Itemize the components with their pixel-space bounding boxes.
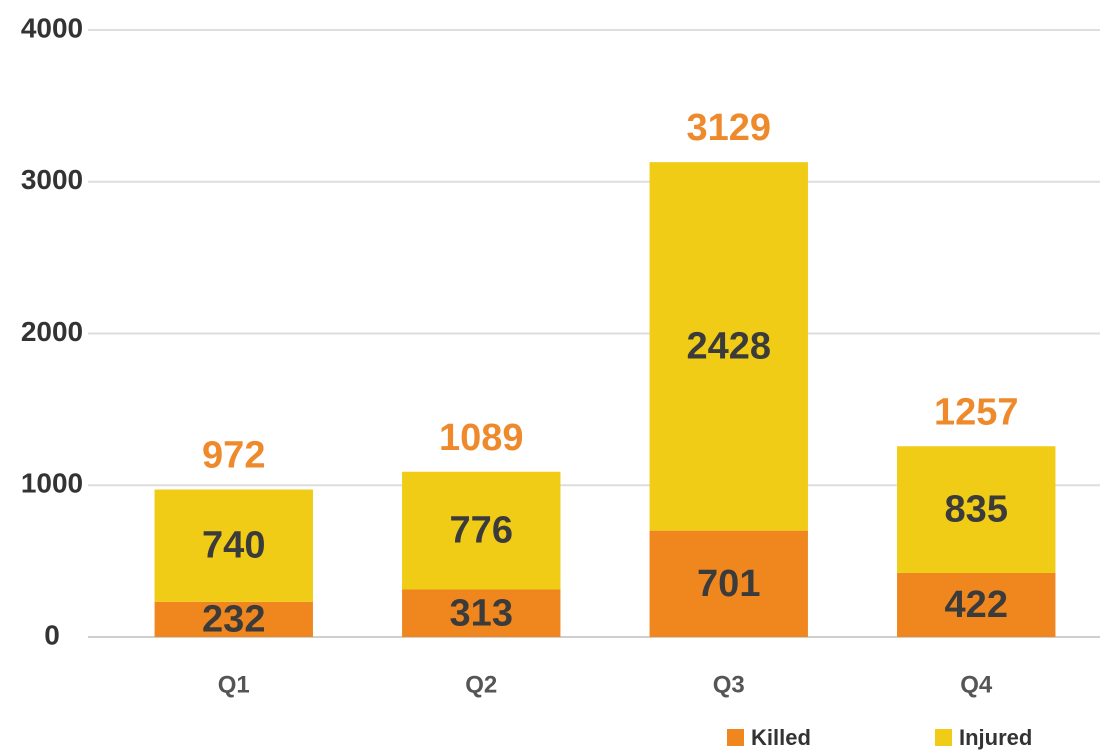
bar-segment [897,446,1056,573]
data-label: 422 [945,584,1008,626]
data-label: 776 [450,510,513,552]
y-tick-label: 4000 [21,12,83,43]
x-tick-label: Q1 [218,671,250,698]
y-tick-label: 0 [44,619,60,650]
bar-segment [649,530,808,637]
bar-segment [897,572,1056,637]
bar-segment [154,601,313,637]
data-label: 740 [202,525,265,567]
total-label: 3129 [686,107,771,149]
x-tick-label: Q4 [960,671,993,698]
bar-segment [402,589,561,637]
data-label: 2428 [686,325,771,367]
legend-label: Killed [751,725,811,750]
legend-swatch [727,729,744,746]
y-tick-label: 3000 [21,164,83,195]
total-label: 1257 [934,391,1019,433]
bar-segment [402,471,561,590]
y-tick-label: 2000 [21,316,83,347]
y-tick-label: 1000 [21,468,83,499]
data-label: 835 [945,489,1008,531]
data-label: 232 [202,598,265,640]
total-label: 972 [202,435,265,477]
bar-segment [649,162,808,531]
data-label: 313 [450,592,513,634]
total-label: 1089 [439,417,524,459]
x-tick-label: Q2 [465,671,497,698]
legend-swatch [935,729,952,746]
x-tick-label: Q3 [713,671,745,698]
bar-segment [154,489,313,602]
data-label: 701 [697,563,760,605]
legend-label: Injured [959,725,1032,750]
